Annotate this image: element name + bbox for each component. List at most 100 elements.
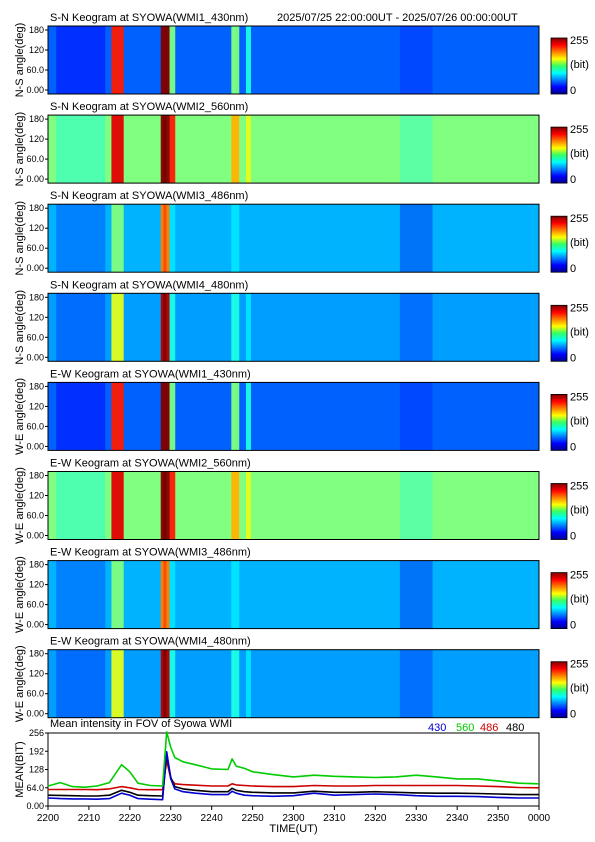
aurora-band — [233, 26, 240, 94]
aurora-band — [233, 560, 240, 629]
keogram-dark-zone — [56, 649, 106, 718]
aurora-band — [233, 649, 240, 718]
x-tick-label: 2320 — [364, 813, 387, 824]
colorbar-min-label: 0 — [570, 531, 576, 543]
aurora-band — [111, 26, 124, 94]
y-tick-label: 0.00 — [26, 441, 44, 451]
aurora-band — [246, 382, 251, 451]
y-tick-label: 256 — [29, 728, 44, 738]
aurora-band — [169, 649, 176, 718]
keogram-dark-zone — [56, 471, 106, 540]
y-tick-label: 180 — [29, 292, 44, 302]
x-tick-label: 2200 — [37, 813, 60, 824]
colorbar-unit-label: (bit) — [570, 148, 589, 160]
aurora-core — [163, 26, 167, 94]
keogram-panel-2: S-N Keogram at SYOWA(WMI2_560nm) 180 120 60… — [14, 101, 589, 186]
aurora-core — [163, 471, 167, 540]
colorbar — [550, 37, 568, 95]
panel-title: S-N Keogram at SYOWA(WMI2_560nm) — [50, 101, 248, 113]
aurora-band — [111, 649, 124, 718]
panel-title: E-W Keogram at SYOWA(WMI3_486nm) — [50, 547, 251, 559]
series-line-486 — [48, 759, 540, 791]
colorbar-unit-label: (bit) — [570, 237, 589, 249]
aurora-core — [163, 204, 167, 273]
aurora-band — [246, 204, 251, 273]
aurora-band — [231, 293, 235, 362]
y-tick-label: 0.00 — [26, 709, 44, 719]
colorbar-max-label: 255 — [570, 35, 588, 47]
aurora-band — [246, 560, 251, 629]
aurora-band — [111, 115, 124, 184]
colorbar-unit-label: (bit) — [570, 505, 589, 517]
colorbar-min-label: 0 — [570, 709, 576, 721]
keogram-background — [48, 204, 539, 273]
colorbar-min-label: 0 — [570, 263, 576, 275]
aurora-band — [231, 204, 235, 273]
y-tick-label: 64.0 — [26, 783, 44, 793]
aurora-band — [233, 204, 240, 273]
y-axis-label: N-S angle(deg) — [14, 290, 26, 365]
colorbar-unit-label: (bit) — [570, 415, 589, 427]
colorbar — [550, 661, 568, 719]
keogram-dark-zone — [56, 560, 106, 629]
keogram-panel-8: E-W Keogram at SYOWA(WMI4_480nm) 180 120 60… — [14, 636, 589, 722]
y-tick-label: 0.00 — [26, 531, 44, 541]
keogram-panel-5: E-W Keogram at SYOWA(WMI1_430nm) 180 120 60… — [14, 368, 589, 454]
aurora-core — [163, 293, 167, 362]
series-line-430 — [47, 750, 539, 801]
keogram-background — [48, 471, 539, 540]
aurora-band — [246, 115, 251, 184]
aurora-band — [231, 471, 235, 540]
y-axis-label: N-S angle(deg) — [14, 201, 26, 276]
aurora-band — [399, 382, 433, 451]
keogram-panel-3: S-N Keogram at SYOWA(WMI3_486nm) 180 120 60… — [14, 190, 589, 275]
keogram-dark-zone — [56, 115, 106, 184]
colorbar-max-label: 255 — [570, 302, 588, 314]
y-tick-label: 192 — [29, 746, 44, 756]
x-tick-label: 2240 — [201, 813, 224, 824]
colorbar — [550, 126, 568, 184]
aurora-core — [163, 560, 167, 629]
colorbar-min-label: 0 — [570, 620, 576, 632]
y-tick-label: 180 — [29, 560, 44, 570]
y-tick-label: 128 — [29, 765, 44, 775]
y-tick-label: 0.00 — [26, 620, 44, 630]
aurora-band — [246, 26, 251, 94]
y-tick-label: 0.00 — [26, 174, 44, 184]
y-tick-label: 180 — [29, 203, 44, 213]
aurora-band — [111, 560, 124, 629]
aurora-band — [111, 471, 124, 540]
keogram-panel-7: E-W Keogram at SYOWA(WMI3_486nm) 180 120 60… — [14, 547, 589, 633]
y-axis-label: W-E angle(deg) — [14, 467, 26, 544]
y-tick-label: 180 — [29, 25, 44, 35]
aurora-band — [399, 26, 433, 94]
aurora-band — [233, 293, 240, 362]
y-tick-label: 60.0 — [26, 332, 44, 342]
y-axis-label: W-E angle(deg) — [14, 556, 26, 633]
x-axis-label: TIME(UT) — [269, 823, 317, 835]
colorbar — [550, 393, 568, 451]
aurora-band — [169, 115, 176, 184]
aurora-band — [233, 471, 240, 540]
y-axis-label: MEAN(BIT) — [14, 741, 26, 797]
legend-entry-560: 560 — [456, 722, 474, 734]
y-tick-label: 60.0 — [26, 600, 44, 610]
x-tick-label: 2220 — [119, 813, 142, 824]
legend-entry-486: 486 — [480, 722, 498, 734]
y-tick-label: 0.00 — [26, 352, 44, 362]
colorbar-max-label: 255 — [570, 391, 588, 403]
colorbar-unit-label: (bit) — [570, 59, 589, 71]
aurora-band — [399, 560, 433, 629]
aurora-band — [246, 471, 251, 540]
aurora-band — [169, 471, 176, 540]
keogram-background — [48, 115, 539, 184]
colorbar-unit-label: (bit) — [570, 594, 589, 606]
aurora-band — [233, 115, 240, 184]
keogram-dark-zone — [56, 204, 106, 273]
aurora-band — [231, 649, 235, 718]
colorbar — [550, 572, 568, 629]
aurora-core — [163, 115, 167, 184]
aurora-band — [111, 382, 124, 451]
